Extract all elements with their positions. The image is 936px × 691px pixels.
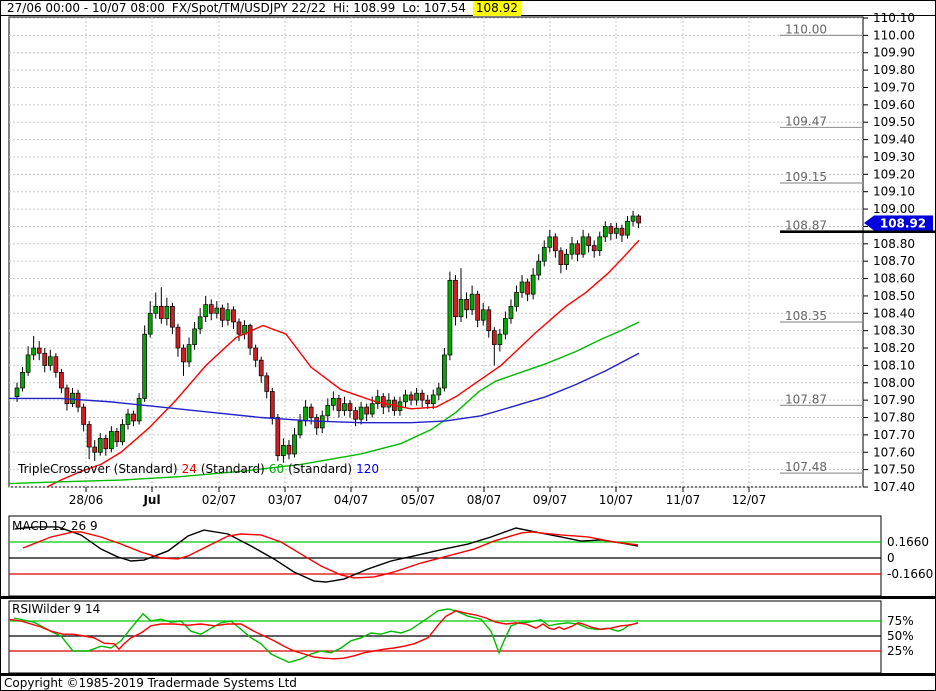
svg-text:0: 0: [887, 551, 895, 565]
svg-text:108.80: 108.80: [873, 237, 915, 251]
svg-text:108.35: 108.35: [785, 309, 827, 323]
last-price-marker: 108.92: [864, 215, 933, 230]
svg-text:110.00: 110.00: [873, 28, 915, 42]
candles: [15, 211, 641, 463]
svg-text:109.90: 109.90: [873, 46, 915, 60]
svg-text:107.40: 107.40: [873, 480, 915, 494]
svg-text:108.87: 108.87: [785, 219, 827, 233]
svg-text:109.20: 109.20: [873, 167, 915, 181]
copyright-text: Copyright ©1985-2019 Tradermade Systems …: [1, 676, 935, 691]
svg-text:108.40: 108.40: [873, 306, 915, 320]
svg-text:107.50: 107.50: [873, 463, 915, 477]
svg-text:108.20: 108.20: [873, 341, 915, 355]
svg-text:75%: 75%: [887, 614, 914, 628]
svg-text:108.00: 108.00: [873, 376, 915, 390]
svg-text:108.30: 108.30: [873, 324, 915, 338]
svg-text:09/07: 09/07: [533, 493, 568, 507]
svg-text:109.30: 109.30: [873, 150, 915, 164]
svg-text:109.47: 109.47: [785, 114, 827, 128]
svg-text:107.87: 107.87: [785, 392, 827, 406]
svg-text:108.70: 108.70: [873, 254, 915, 268]
svg-text:107.48: 107.48: [785, 460, 827, 474]
svg-text:109.70: 109.70: [873, 80, 915, 94]
svg-text:08/07: 08/07: [467, 493, 502, 507]
svg-text:109.00: 109.00: [873, 202, 915, 216]
svg-text:107.60: 107.60: [873, 445, 915, 459]
legend-part: 60: [269, 462, 284, 476]
svg-text:50%: 50%: [887, 629, 914, 643]
legend-part: (Standard): [288, 462, 352, 476]
legend-part: 120: [356, 462, 379, 476]
legend-part: TripleCrossover (Standard): [18, 462, 178, 476]
svg-text:05/07: 05/07: [401, 493, 436, 507]
rsi-label[interactable]: RSIWilder 9 14: [12, 602, 100, 616]
svg-text:25%: 25%: [887, 644, 914, 658]
svg-text:107.70: 107.70: [873, 428, 915, 442]
svg-text:02/07: 02/07: [202, 493, 237, 507]
legend-part: 24: [182, 462, 197, 476]
svg-text:0.1660: 0.1660: [887, 535, 929, 549]
svg-text:-0.1660: -0.1660: [887, 567, 933, 581]
svg-text:109.50: 109.50: [873, 115, 915, 129]
price-chart-canvas: 110.10 110.00 109.90 109.80 109.70 109.60 109.…: [1, 1, 936, 691]
svg-text:109.15: 109.15: [785, 170, 827, 184]
svg-text:12/07: 12/07: [732, 493, 767, 507]
svg-text:109.10: 109.10: [873, 185, 915, 199]
svg-text:109.40: 109.40: [873, 133, 915, 147]
moving-averages: [9, 240, 639, 487]
svg-text:Jul: Jul: [142, 493, 160, 507]
svg-text:108.60: 108.60: [873, 272, 915, 286]
svg-text:109.60: 109.60: [873, 98, 915, 112]
legend-part: (Standard): [201, 462, 265, 476]
svg-text:03/07: 03/07: [268, 493, 303, 507]
svg-text:108.50: 108.50: [873, 289, 915, 303]
svg-text:110.10: 110.10: [873, 11, 915, 25]
svg-text:110.00: 110.00: [785, 22, 827, 36]
svg-text:108.92: 108.92: [880, 216, 926, 230]
macd-label[interactable]: MACD 12 26 9: [12, 519, 98, 533]
svg-text:107.90: 107.90: [873, 393, 915, 407]
svg-text:107.80: 107.80: [873, 411, 915, 425]
svg-text:108.10: 108.10: [873, 358, 915, 372]
svg-text:04/07: 04/07: [334, 493, 369, 507]
svg-text:28/06: 28/06: [69, 493, 104, 507]
chart-window: 27/06 00:00 - 10/07 08:00 FX/Spot/TM/USD…: [0, 0, 936, 691]
svg-text:11/07: 11/07: [666, 493, 701, 507]
svg-text:109.80: 109.80: [873, 63, 915, 77]
svg-text:10/07: 10/07: [599, 493, 634, 507]
indicator-legend[interactable]: TripleCrossover (Standard) 24 (Standard) 60…: [18, 462, 383, 476]
